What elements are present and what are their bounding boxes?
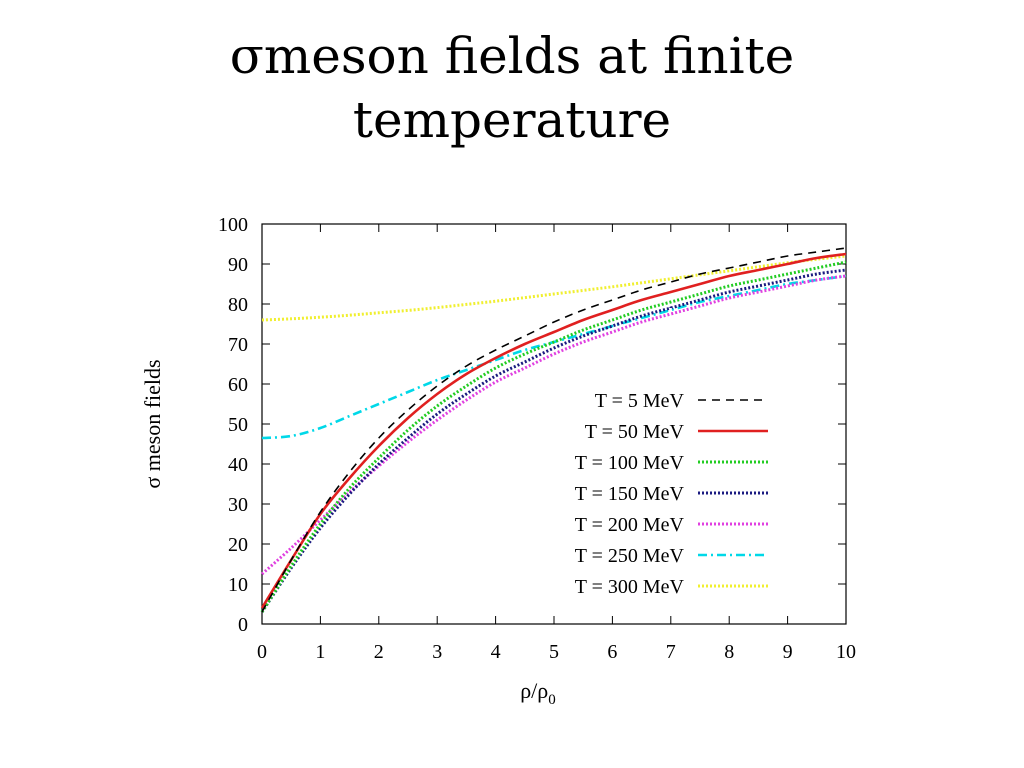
y-tick-label: 30 [228, 494, 248, 516]
x-tick-label: 1 [315, 641, 325, 663]
slide-title-line-1: σmeson fields at finite [229, 27, 795, 85]
series-line-2 [260, 252, 847, 609]
y-tick-label: 0 [238, 614, 248, 636]
legend-label: T = 50 MeV [585, 421, 685, 443]
y-axis-ticks: 0 10 20 30 40 50 60 70 80 90 100 [218, 214, 846, 636]
series-line-5 [261, 274, 847, 576]
y-tick-label: 80 [228, 294, 248, 316]
series-line-1 [261, 247, 847, 613]
x-tick-label: 2 [374, 641, 384, 663]
series-line-6 [261, 274, 847, 440]
x-tick-label: 6 [607, 641, 617, 663]
x-tick-label: 10 [836, 641, 856, 663]
y-tick-label: 90 [228, 254, 248, 276]
y-tick-label: 20 [228, 534, 248, 556]
y-tick-label: 60 [228, 374, 248, 396]
legend: T = 5 MeV T = 50 MeV T = 100 MeV T = 150 Me… [575, 390, 768, 598]
legend-label: T = 300 MeV [575, 576, 685, 598]
y-axis-label: σ meson fields [140, 359, 165, 488]
legend-label: T = 200 MeV [575, 514, 685, 536]
legend-label: T = 250 MeV [575, 545, 685, 567]
x-tick-label: 9 [783, 641, 793, 663]
x-tick-label: 7 [666, 641, 676, 663]
x-tick-label: 3 [432, 641, 442, 663]
legend-label: T = 100 MeV [575, 452, 685, 474]
legend-label: T = 150 MeV [575, 483, 685, 505]
y-tick-label: 100 [218, 214, 248, 236]
y-tick-label: 10 [228, 574, 248, 596]
slide-title-line-2: temperature [352, 91, 672, 149]
legend-label: T = 5 MeV [595, 390, 685, 412]
slide-title: σmeson fields at finite temperature [112, 24, 912, 152]
plot-frame [261, 223, 847, 625]
x-tick-label: 0 [257, 641, 267, 663]
series-line-3 [260, 260, 847, 613]
x-tick-label: 8 [724, 641, 734, 663]
x-axis-label: ρ/ρ0 [520, 678, 556, 708]
x-axis-ticks: 0 1 2 3 4 5 6 7 8 9 10 [257, 224, 856, 663]
y-tick-label: 70 [228, 334, 248, 356]
x-tick-label: 5 [549, 641, 559, 663]
series-line-4 [260, 268, 847, 613]
y-tick-label: 40 [228, 454, 248, 476]
y-tick-label: 50 [228, 414, 248, 436]
x-tick-label: 4 [491, 641, 501, 663]
series-lines [260, 247, 847, 613]
series-line-7 [261, 254, 847, 322]
